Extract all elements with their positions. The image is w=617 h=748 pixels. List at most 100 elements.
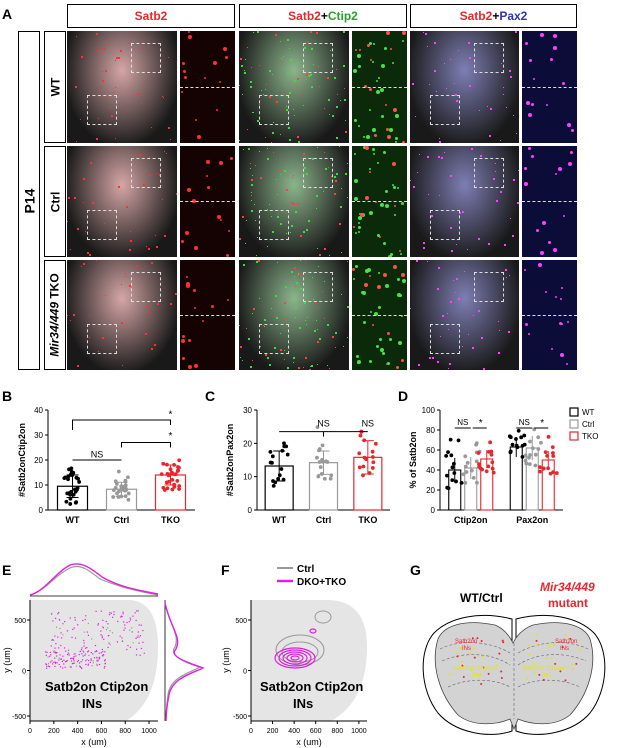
data-point [490,460,495,465]
scatter-point [60,666,62,668]
scatter-point [49,661,52,663]
scatter-point [65,650,67,652]
data-point [370,466,375,470]
f-ylabel: y (um) [221,647,231,673]
scatter-point [52,639,54,641]
scatter-point [123,621,125,623]
neuron-dot [461,664,464,667]
scatter-point [62,655,64,657]
neuron-dot [538,673,541,676]
y-axis-label: #Satb2onPax2on [225,424,235,497]
scatter-point [83,631,85,633]
scatter-point [89,661,91,664]
neuron-dot [498,652,501,655]
scatter-point [63,659,65,661]
neuron-dot [500,676,503,679]
scatter-point [56,651,58,654]
data-point [66,477,70,482]
header-plus: + [320,9,328,23]
data-point [373,441,378,446]
data-point [329,473,334,478]
neuron-dot [462,676,465,679]
sig-label: * [169,410,173,421]
scatter-point [71,636,73,638]
header-satb2-ctip2: Satb2 + Ctip2 [239,4,407,28]
scatter-point [96,660,98,662]
scatter-point [50,654,52,656]
header-satb2-text: Satb2 [459,9,493,23]
micrograph-main [410,31,519,143]
data-point [463,454,468,459]
data-point [490,466,495,471]
scatter-point [124,624,126,626]
data-point [536,447,541,451]
scatter-point [87,634,90,636]
data-point [489,449,494,454]
row-tko-text: Mir34/449 TKO [48,273,62,356]
data-point [284,444,289,449]
scatter-point [109,644,111,646]
scatter-point [90,658,92,660]
data-point [358,433,363,438]
neuron-dot [545,657,548,660]
data-point [126,475,130,480]
scatter-point [83,639,85,642]
scatter-point [47,662,50,665]
scatter-point [132,615,134,617]
scatter-point [102,619,104,621]
scatter-point [107,646,109,649]
scatter-point [86,631,88,633]
g-left-satb2-label: Satb2on [455,639,477,645]
data-point [270,460,274,465]
scatter-point [113,613,115,616]
scatter-point [88,660,90,662]
scatter-point [64,666,66,668]
scatter-point [98,658,100,660]
scatter-point [138,636,140,638]
micrograph-zoom [352,146,407,257]
data-point [75,485,80,490]
scatter-point [76,661,79,663]
scatter-point [92,653,94,655]
scatter-point [81,667,83,670]
scatter-point [121,637,123,639]
scatter-point [60,644,62,647]
micrograph-main [239,146,349,257]
micrograph-zoom [180,260,235,370]
data-point [69,469,74,474]
data-point [74,475,79,480]
scatter-point [49,651,52,653]
neuron-dot [449,673,452,676]
scatter-point [67,649,70,651]
data-point [539,440,543,445]
row-wt-text: WT [48,77,62,97]
data-point [328,476,333,481]
scatter-point [78,662,81,664]
x-tick-label: 0 [249,728,253,735]
neuron-dot [476,637,479,640]
data-point [449,453,454,458]
data-point [65,491,70,496]
data-point [475,480,479,485]
scatter-point [79,665,81,667]
sig-label: NS [317,419,330,429]
data-point [510,442,515,447]
x-tick-label: 600 [310,728,322,735]
neuron-dot [456,655,459,658]
scatter-point [121,640,124,642]
scatter-point [101,626,104,628]
data-point [491,470,496,475]
data-point [551,454,556,458]
data-point [285,452,290,457]
scatter-point [46,665,48,668]
neuron-dot [479,673,482,676]
scatter-point [87,663,89,665]
scatter-point [132,642,134,644]
micrograph-main [67,31,177,143]
scatter-point [108,634,110,637]
scatter-point [80,661,82,663]
inset-box [259,324,289,354]
data-point [474,459,479,464]
